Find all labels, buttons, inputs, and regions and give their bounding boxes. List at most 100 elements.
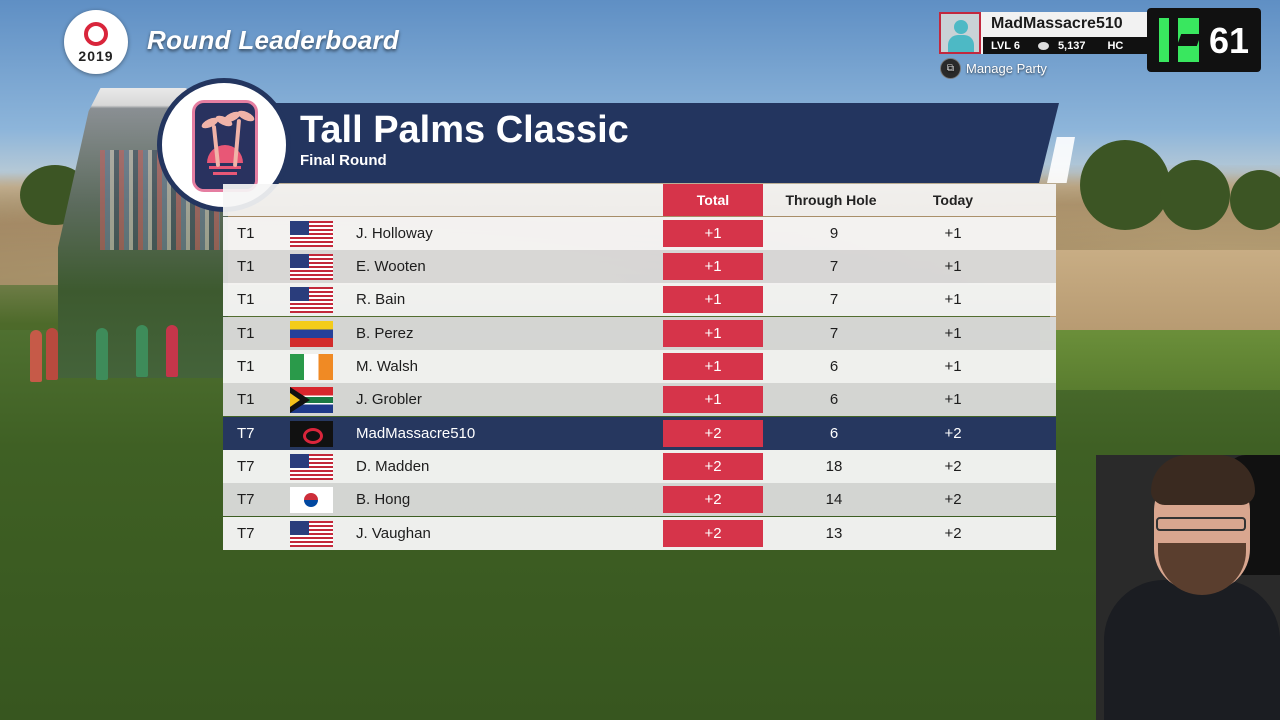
row-through-hole: 14 [825, 491, 843, 508]
table-row[interactable]: T1 M. Walsh +1 6 +1 [223, 350, 1056, 383]
south-africa-flag-icon [290, 387, 333, 413]
row-total: +2 [663, 453, 763, 480]
row-player-name: J. Vaughan [356, 525, 431, 542]
row-through-hole: 7 [829, 325, 839, 342]
table-row[interactable]: T7 B. Hong +2 14 +2 [223, 483, 1056, 516]
player-name: MadMassacre510 [991, 15, 1123, 32]
row-total: +1 [663, 286, 763, 313]
row-through-hole: 6 [829, 358, 839, 375]
row-today: +1 [944, 325, 962, 342]
table-row[interactable]: T7 J. Vaughan +2 13 +2 [223, 517, 1056, 550]
table-header: Total Through Hole Today [223, 184, 1056, 216]
row-through-hole: 6 [829, 425, 839, 442]
row-position: T1 [237, 358, 255, 375]
palm-tree-logo-icon [192, 100, 258, 192]
row-through-hole: 7 [829, 258, 839, 275]
manage-party-label: Manage Party [966, 61, 1047, 76]
row-player-name: D. Madden [356, 458, 430, 475]
table-row[interactable]: T7 D. Madden +2 18 +2 [223, 450, 1056, 483]
table-row-current-player[interactable]: T7 MadMassacre510 +2 6 +2 [223, 417, 1056, 450]
row-player-name: R. Bain [356, 291, 406, 308]
coins-icon [1037, 41, 1049, 50]
row-position: T7 [237, 425, 255, 442]
row-player-name: B. Perez [356, 325, 414, 342]
header-today: Today [932, 192, 974, 208]
header-total: Total [663, 184, 763, 216]
row-player-name: B. Hong [356, 491, 411, 508]
us-flag-icon [290, 521, 333, 547]
row-total: +1 [663, 220, 763, 247]
event-banner: Tall Palms Classic Final Round [262, 103, 1059, 183]
row-total: +1 [663, 353, 763, 380]
player-coins: 5,137 [1057, 39, 1086, 52]
background-tree [1160, 160, 1230, 230]
row-today: +2 [944, 525, 962, 542]
row-today: +1 [944, 258, 962, 275]
us-flag-icon [290, 454, 333, 480]
background-tree [1080, 140, 1170, 230]
row-through-hole: 13 [825, 525, 843, 542]
row-position: T1 [237, 225, 255, 242]
ireland-flag-icon [290, 354, 333, 380]
row-total: +1 [663, 253, 763, 280]
stream-badge: 61 [1147, 8, 1261, 72]
background-tree [1230, 170, 1280, 230]
row-position: T7 [237, 525, 255, 542]
spectator [96, 328, 108, 380]
row-position: T1 [237, 391, 255, 408]
row-through-hole: 7 [829, 291, 839, 308]
table-row[interactable]: T1 B. Perez +1 7 +1 [223, 317, 1056, 350]
table-row[interactable]: T1 J. Grobler +1 6 +1 [223, 383, 1056, 416]
leaderboard-table: Total Through Hole Today T1 J. Holloway … [223, 184, 1056, 553]
table-row[interactable]: T1 E. Wooten +1 7 +1 [223, 250, 1056, 283]
row-through-hole: 6 [829, 391, 839, 408]
row-player-name: J. Holloway [356, 225, 433, 242]
kick-logo-icon [1159, 18, 1199, 62]
row-through-hole: 18 [825, 458, 843, 475]
player-card[interactable]: MadMassacre510 LVL 6 5,137 HC [939, 12, 1149, 54]
player-stats: LVL 6 5,137 HC [983, 37, 1149, 54]
spectator [30, 330, 42, 382]
row-total: +2 [663, 520, 763, 547]
manage-party-button[interactable]: ⧉ Manage Party [940, 58, 1047, 79]
venezuela-flag-icon [290, 321, 333, 347]
player-stat-extra: HC [1107, 39, 1124, 52]
spectator [46, 328, 58, 380]
avatar [939, 12, 981, 54]
us-flag-icon [290, 254, 333, 280]
row-today: +2 [944, 425, 962, 442]
game-logo-year: 2019 [78, 48, 114, 64]
game-logo-ring-icon [84, 22, 108, 46]
row-total: +2 [663, 486, 763, 513]
south-korea-flag-icon [290, 487, 333, 513]
row-total: +1 [663, 320, 763, 347]
webcam-overlay [1096, 455, 1280, 720]
background-green [1040, 330, 1280, 390]
event-name: Tall Palms Classic [300, 109, 629, 151]
stream-badge-number: 61 [1209, 20, 1250, 61]
row-player-name: E. Wooten [356, 258, 426, 275]
row-position: T7 [237, 458, 255, 475]
row-today: +1 [944, 225, 962, 242]
row-position: T1 [237, 258, 255, 275]
spectator [166, 325, 178, 377]
game-logo: 2019 [64, 10, 128, 74]
player-level: LVL 6 [991, 39, 1020, 52]
table-row[interactable]: T1 R. Bain +1 7 +1 [223, 283, 1056, 316]
row-today: +1 [944, 358, 962, 375]
row-today: +2 [944, 491, 962, 508]
row-player-name: MadMassacre510 [356, 425, 476, 442]
row-total: +2 [663, 420, 763, 447]
us-flag-icon [290, 221, 333, 247]
row-today: +1 [944, 391, 962, 408]
row-through-hole: 9 [829, 225, 839, 242]
row-player-name: J. Grobler [356, 391, 422, 408]
view-button-icon: ⧉ [940, 58, 961, 79]
player-logo-flag-icon [290, 421, 333, 447]
row-position: T7 [237, 491, 255, 508]
row-today: +2 [944, 458, 962, 475]
screen-title: Round Leaderboard [147, 25, 400, 55]
row-total: +1 [663, 386, 763, 413]
row-today: +1 [944, 291, 962, 308]
table-row[interactable]: T1 J. Holloway +1 9 +1 [223, 217, 1056, 250]
